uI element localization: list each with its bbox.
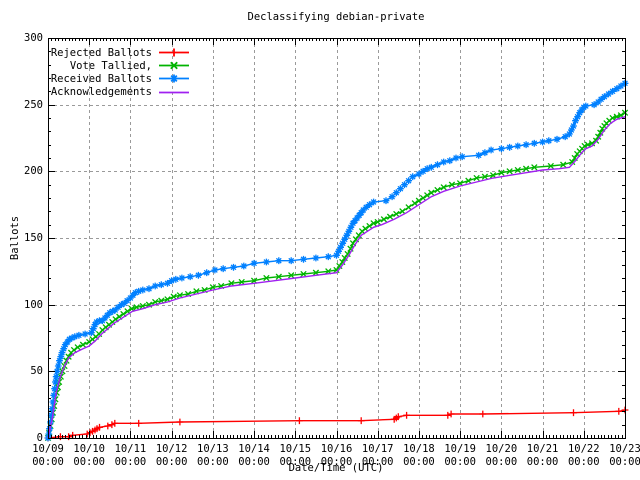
x-tick-label: 10/22 00:00 bbox=[562, 443, 606, 469]
x-tick-time: 00:00 bbox=[155, 456, 188, 468]
y-tick-label: 0 bbox=[36, 432, 43, 444]
y-tick-label: 100 bbox=[24, 298, 43, 311]
x-tick-time: 00:00 bbox=[526, 456, 559, 468]
x-tick-time: 00:00 bbox=[197, 456, 229, 468]
x-tick-date: 10/15 bbox=[279, 443, 312, 455]
x-tick-label: 10/11 00:00 bbox=[108, 443, 152, 469]
x-tick-time: 00:00 bbox=[32, 456, 64, 468]
x-tick-label: 10/19 00:00 bbox=[438, 443, 482, 469]
x-tick-date: 10/22 bbox=[567, 443, 600, 455]
x-tick-time: 00:00 bbox=[114, 456, 147, 468]
x-tick-date: 10/21 bbox=[526, 443, 559, 455]
y-tick-label: 150 bbox=[24, 232, 43, 244]
x-tick-date: 10/17 bbox=[361, 443, 394, 455]
x-tick-time: 00:00 bbox=[73, 456, 105, 468]
y-tick-label: 200 bbox=[24, 165, 43, 178]
x-tick-date: 10/19 bbox=[444, 443, 476, 455]
x-tick-date: 10/12 bbox=[155, 443, 188, 455]
x-tick-label: 10/16 00:00 bbox=[315, 443, 359, 469]
x-tick-label: 10/10 00:00 bbox=[67, 443, 111, 469]
legend-label: Vote Tallied, bbox=[69, 59, 152, 72]
x-tick-label: 10/23 00:00 bbox=[603, 443, 640, 469]
x-tick-label: 10/18 00:00 bbox=[397, 443, 441, 469]
x-tick-date: 10/09 bbox=[32, 443, 64, 455]
legend: Rejected Ballots Vote Tallied, Received … bbox=[48, 42, 190, 99]
x-tick-time: 00:00 bbox=[444, 456, 476, 468]
x-tick-date: 10/10 bbox=[73, 443, 105, 455]
x-tick-time: 00:00 bbox=[403, 456, 435, 468]
x-tick-date: 10/23 bbox=[609, 443, 640, 455]
legend-item: Received Ballots bbox=[48, 68, 190, 85]
x-tick-date: 10/18 bbox=[403, 443, 435, 455]
x-tick-date: 10/16 bbox=[320, 443, 353, 455]
chart-title: Declassifying debian-private bbox=[247, 11, 425, 23]
x-tick-date: 10/13 bbox=[197, 443, 229, 455]
x-tick-label: 10/20 00:00 bbox=[479, 443, 523, 469]
x-tick-label: 10/21 00:00 bbox=[521, 443, 565, 469]
x-tick-label: 10/15 00:00 bbox=[273, 443, 317, 469]
legend-label: Rejected Ballots bbox=[50, 46, 152, 59]
y-tick-label: 300 bbox=[24, 32, 43, 44]
legend-line-sample-icon bbox=[159, 48, 189, 57]
legend-line-sample-icon bbox=[159, 74, 189, 83]
x-tick-time: 00:00 bbox=[320, 456, 353, 468]
x-tick-label: 10/14 00:00 bbox=[232, 443, 276, 469]
x-tick-date: 10/14 bbox=[238, 443, 270, 455]
legend-line-sample-icon bbox=[159, 91, 189, 93]
x-tick-date: 10/11 bbox=[114, 443, 147, 455]
x-tick-label: 10/13 00:00 bbox=[191, 443, 235, 469]
x-tick-time: 00:00 bbox=[238, 456, 270, 468]
legend-label: Acknowledgements bbox=[50, 86, 152, 99]
legend-label: Received Ballots bbox=[50, 72, 152, 85]
x-tick-time: 00:00 bbox=[485, 456, 518, 468]
legend-item: Vote Tallied, bbox=[48, 55, 190, 72]
x-tick-time: 00:00 bbox=[609, 456, 640, 468]
x-tick-time: 00:00 bbox=[567, 456, 600, 468]
x-tick-time: 00:00 bbox=[279, 456, 312, 468]
x-tick-date: 10/20 bbox=[485, 443, 518, 455]
x-axis-title: Date/Time (UTC) bbox=[288, 462, 384, 474]
legend-item: Rejected Ballots bbox=[48, 42, 190, 59]
y-tick-label: 250 bbox=[24, 98, 43, 111]
legend-line-sample-icon bbox=[159, 61, 189, 70]
x-tick-time: 00:00 bbox=[361, 456, 394, 468]
y-tick-label: 50 bbox=[30, 365, 43, 378]
x-tick-label: 10/12 00:00 bbox=[150, 443, 194, 469]
x-tick-label: 10/09 00:00 bbox=[26, 443, 70, 469]
legend-item: Acknowledgements bbox=[48, 82, 190, 99]
x-tick-label: 10/17 00:00 bbox=[356, 443, 400, 469]
